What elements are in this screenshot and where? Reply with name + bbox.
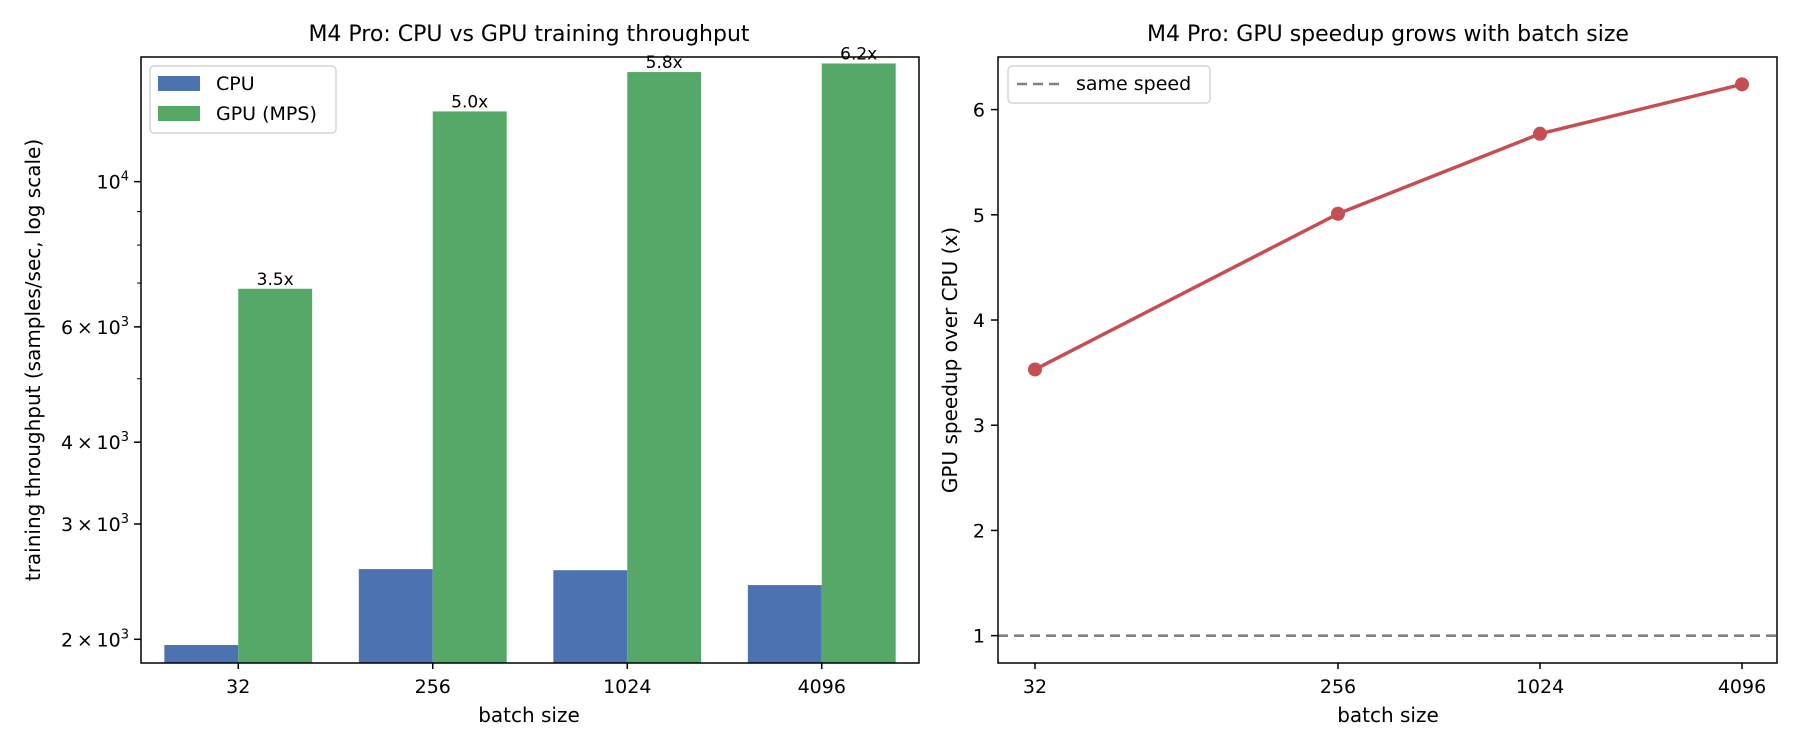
chart1-x-tick-label-1024: 1024	[603, 676, 651, 698]
legend-label-same-speed: same speed	[1076, 73, 1191, 95]
chart2-title: M4 Pro: GPU speedup grows with batch siz…	[1147, 22, 1629, 47]
legend-label-cpu: CPU	[216, 73, 255, 95]
chart1-y-tick-label: 2 × 103	[61, 627, 129, 651]
chart2-x-tick-label-32: 32	[1023, 676, 1047, 698]
throughput-bar-chart: M4 Pro: CPU vs GPU training throughput 3…	[21, 22, 920, 727]
bar-cpu-4096	[747, 585, 822, 663]
chart1-legend: CPU GPU (MPS)	[149, 65, 337, 134]
speedup-label-32: 3.5x	[257, 270, 294, 290]
bar-gpu-256	[432, 111, 507, 664]
chart1-x-tick-label-256: 256	[415, 676, 451, 698]
speedup-label-256: 5.0x	[451, 92, 488, 112]
legend-swatch-cpu	[158, 76, 200, 91]
speedup-label-1024: 5.8x	[646, 53, 683, 73]
bar-gpu-1024	[627, 72, 702, 663]
chart1-title: M4 Pro: CPU vs GPU training throughput	[308, 22, 749, 47]
speedup-point-4096	[1735, 77, 1749, 92]
chart2-y-tick-label-3: 3	[973, 415, 985, 437]
chart1-x-tick-label-4096: 4096	[798, 676, 846, 698]
chart1-y-tick-label: 3 × 103	[61, 512, 129, 536]
speedup-point-256	[1331, 206, 1345, 221]
speedup-label-4096: 6.2x	[840, 44, 877, 64]
bar-cpu-32	[164, 645, 239, 663]
chart2-y-tick-label-6: 6	[973, 100, 985, 122]
chart2-y-tick-label-4: 4	[973, 310, 985, 332]
bar-gpu-32	[238, 288, 313, 663]
chart2-x-tick-label-256: 256	[1320, 676, 1356, 698]
chart1-x-tick-label-32: 32	[226, 676, 250, 698]
bar-cpu-1024	[553, 570, 628, 663]
chart2-legend: same speed	[1007, 65, 1211, 104]
speedup-line-chart: M4 Pro: GPU speedup grows with batch siz…	[938, 22, 1778, 727]
chart2-y-axis-label: GPU speedup over CPU (x)	[938, 227, 962, 493]
speedup-series-line	[1034, 82, 1743, 372]
speedup-point-32	[1028, 362, 1042, 377]
chart1-x-axis-label: batch size	[478, 703, 580, 727]
chart2-y-tick-label-2: 2	[973, 520, 985, 542]
bar-cpu-256	[358, 569, 433, 663]
chart1-y-tick-label: 4 × 103	[61, 430, 129, 454]
legend-swatch-gpu	[158, 106, 200, 121]
bar-gpu-4096	[821, 63, 896, 663]
chart2-plot-frame	[997, 56, 1778, 664]
chart1-y-tick-label: 6 × 103	[61, 315, 129, 339]
chart2-y-tick-label-5: 5	[973, 205, 985, 227]
chart1-y-axis-label: training throughput (samples/sec, log sc…	[21, 139, 45, 581]
speedup-point-1024	[1533, 126, 1547, 141]
chart2-x-tick-label-4096: 4096	[1718, 676, 1766, 698]
chart2-y-tick-label-1: 1	[973, 626, 985, 648]
chart1-plot-frame	[140, 56, 920, 664]
chart2-x-axis-label: batch size	[1337, 703, 1439, 727]
chart2-x-tick-label-1024: 1024	[1516, 676, 1564, 698]
legend-label-gpu: GPU (MPS)	[216, 103, 317, 125]
chart2-legend-box	[1007, 65, 1211, 104]
